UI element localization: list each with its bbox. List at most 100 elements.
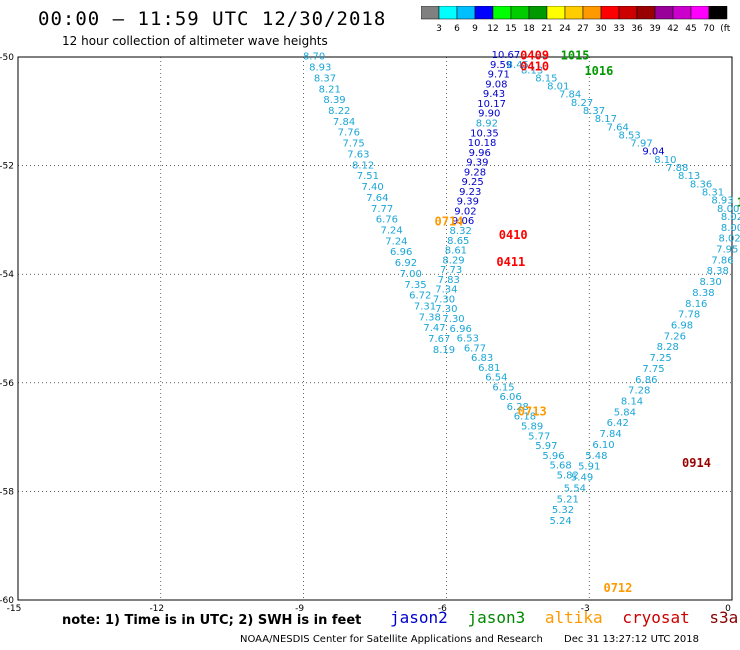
- wave-height-point: 8.00: [721, 223, 740, 234]
- credit-text: NOAA/NESDIS Center for Satellite Applica…: [240, 634, 543, 645]
- wave-height-point: 8.93: [711, 196, 733, 207]
- wave-height-point: 5.48: [585, 451, 607, 462]
- time-annotation: 1016: [584, 64, 613, 78]
- colorbar-label: 33: [613, 24, 624, 34]
- wave-height-point: 8.61: [445, 246, 467, 257]
- wave-height-point: 10.17: [477, 99, 506, 110]
- units-note: note: 1) Time is in UTC; 2) SWH is in fe…: [62, 613, 362, 628]
- colorbar-label: 18: [523, 24, 535, 34]
- legend-jason2: jason2: [390, 608, 448, 627]
- wave-height-point: 9.28: [464, 167, 486, 178]
- wave-height-point: 6.96: [390, 247, 412, 258]
- wave-height-point: 7.84: [333, 117, 355, 128]
- chart-title: 00:00 – 11:59 UTC 12/30/2018: [38, 8, 387, 30]
- timestamp-text: Dec 31 13:27:12 UTC 2018: [564, 634, 700, 645]
- x-tick-label: -6: [438, 604, 447, 614]
- wave-height-point: 9.39: [466, 158, 488, 169]
- wave-height-point: 6.15: [492, 382, 514, 393]
- wave-height-point: 8.21: [319, 84, 341, 95]
- wave-height-point: 8.14: [621, 397, 643, 408]
- colorbar-label: (ft): [720, 24, 731, 34]
- wave-height-point: 7.28: [628, 386, 650, 397]
- wave-height-point: 5.89: [521, 421, 543, 432]
- time-annotation: 0410: [520, 60, 549, 74]
- wave-height-point: 5.77: [528, 431, 550, 442]
- time-annotation: 0411: [496, 255, 525, 269]
- colorbar-label: 24: [559, 24, 571, 34]
- time-annotation: 0712: [603, 581, 632, 595]
- colorbar-label: 42: [667, 24, 678, 34]
- wave-height-point: 5.54: [564, 483, 586, 494]
- wave-height-point: 7.47: [423, 323, 445, 334]
- colorbar-label: 39: [649, 24, 661, 34]
- wave-height-point: 6.86: [635, 375, 657, 386]
- wave-height-point: 5.32: [552, 505, 574, 516]
- wave-height-point: 7.35: [404, 280, 426, 291]
- wave-height-point: 6.92: [395, 258, 417, 269]
- wave-height-point: 7.64: [607, 122, 629, 133]
- colorbar-swatch: [708, 6, 728, 20]
- x-tick-label: 0: [725, 604, 731, 614]
- time-annotation: 1015: [561, 49, 590, 63]
- wave-height-point: 6.53: [457, 334, 479, 345]
- colorbar-label: 6: [454, 24, 460, 34]
- legend-altika: altika: [544, 608, 603, 627]
- wave-height-point: 8.29: [442, 255, 464, 266]
- time-annotation: 10: [737, 195, 740, 209]
- wave-height-point: 6.28: [507, 402, 529, 413]
- wave-height-point: 8.65: [447, 236, 469, 247]
- wave-height-point: 8.27: [571, 98, 593, 109]
- wave-height-point: 9.96: [469, 148, 491, 159]
- x-tick-label: -9: [295, 604, 304, 614]
- wave-height-point: 6.42: [607, 418, 629, 429]
- time-annotation: 0714: [435, 214, 464, 228]
- wave-height-point: 7.75: [642, 364, 664, 375]
- satellite-legend: jason2 jason3 altika cryosat s3a: [390, 608, 740, 627]
- wave-height-point: 8.28: [657, 342, 679, 353]
- wave-height-point: 7.97: [630, 139, 652, 150]
- time-annotation: 0713: [518, 404, 547, 418]
- y-tick-label: -52: [0, 162, 14, 172]
- colorbar-label: 36: [631, 24, 643, 34]
- footer: NOAA/NESDIS Center for Satellite Applica…: [240, 634, 699, 645]
- wave-height-point: 6.72: [409, 291, 431, 302]
- wave-height-point: 5.68: [550, 461, 572, 472]
- wave-height-point: 5.84: [614, 407, 636, 418]
- wave-height-point: 9.04: [642, 147, 664, 158]
- time-annotation: 0410: [499, 228, 528, 242]
- wave-height-point: 8.36: [690, 179, 712, 190]
- colorbar-label: 21: [541, 24, 552, 34]
- y-tick-label: -50: [0, 53, 14, 63]
- wave-height-point: 7.24: [385, 236, 407, 247]
- wave-height-point: 8.93: [309, 63, 331, 74]
- wave-height-point: 5.21: [557, 494, 579, 505]
- wave-height-point: 8.39: [323, 95, 345, 106]
- wave-height-point: 7.75: [342, 139, 364, 150]
- wave-height-point: 7.38: [419, 312, 441, 323]
- colorbar-label: 3: [436, 24, 442, 34]
- wave-height-point: 8.10: [654, 155, 676, 166]
- wave-height-point: 7.30: [433, 294, 455, 305]
- wave-height-point: 7.83: [438, 275, 460, 286]
- wave-height-point: 9.90: [478, 109, 500, 120]
- wave-height-point: 7.77: [371, 204, 393, 215]
- wave-height-point: 8.13: [521, 65, 543, 76]
- wave-height-point: 7.86: [711, 255, 733, 266]
- wave-height-point: 5.49: [571, 473, 593, 484]
- legend-jason3: jason3: [467, 608, 526, 627]
- colorbar-label: 70: [703, 24, 715, 34]
- wave-height-point: 8.02: [718, 234, 740, 245]
- wave-height-point: 7.30: [435, 304, 457, 315]
- wave-height-point: 9.25: [461, 177, 483, 188]
- wave-height-point: 8.70: [303, 52, 325, 63]
- wave-height-point: 7.30: [442, 314, 464, 325]
- colorbar-label: 45: [685, 24, 696, 34]
- wave-height-point: 5.24: [550, 516, 572, 527]
- wave-height-point: 7.67: [428, 334, 450, 345]
- wave-height-point: 8.19: [433, 345, 455, 356]
- wave-height-point: 7.26: [664, 331, 686, 342]
- wave-height-point: 7.95: [716, 244, 738, 255]
- wave-height-point: 8.38: [692, 288, 714, 299]
